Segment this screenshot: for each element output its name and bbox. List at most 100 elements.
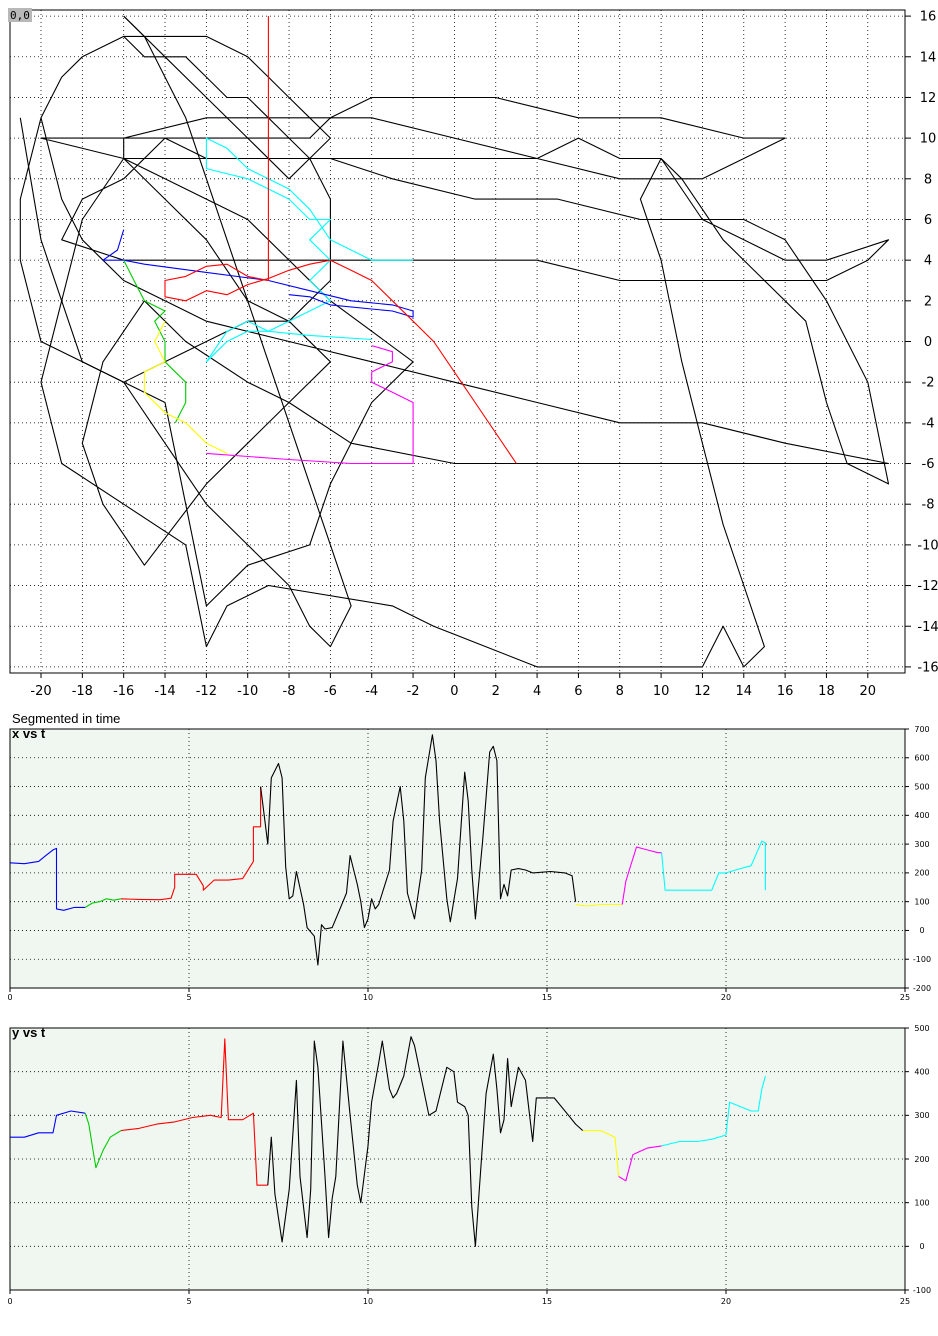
y-vs-t-x-tick-label-0: 0 <box>7 1297 12 1306</box>
trajectory-x-tick-label-1: -18 <box>72 684 93 699</box>
y-vs-t-y-tick-label-6: 500 <box>914 1024 929 1033</box>
y-vs-t-plot: 0 5 10 15 20 25-100 0 100 200 300 400 500 y vs t <box>7 1024 931 1306</box>
trajectory-x-tick-label-7: -6 <box>324 684 337 699</box>
trajectory-y-tick-label-2: -12 <box>917 579 938 594</box>
y-vs-t-x-tick-label-3: 15 <box>542 1297 552 1306</box>
x-vs-t-x-tick-label-2: 10 <box>363 993 373 1002</box>
trajectory-y-tick-label-15: 14 <box>920 50 937 65</box>
trajectory-series-0 <box>19 96 890 668</box>
trajectory-y-tick-label-1: -14 <box>917 620 938 635</box>
x-vs-t-series-5 <box>621 846 662 905</box>
trajectory-x-tick-label-17: 14 <box>736 684 753 699</box>
x-vs-t-plot: 0 5 10 15 20 25-200 -100 0 100 200 300 400 500 600 700… <box>7 725 931 1002</box>
y-vs-t-y-tick-label-2: 100 <box>914 1198 929 1207</box>
trajectory-plot-area <box>10 10 905 673</box>
trajectory-y-tick-label-10: 4 <box>924 254 932 269</box>
segmented-subtitle: Segmented in time <box>12 711 120 726</box>
x-vs-t-y-tick-label-0: -200 <box>913 984 931 993</box>
trajectory-x-tick-label-2: -16 <box>113 684 134 699</box>
x-vs-t-x-tick-label-4: 20 <box>721 993 731 1002</box>
trajectory-x-tick-label-0: -20 <box>30 684 51 699</box>
y-vs-t-plot-area <box>10 1028 905 1290</box>
y-vs-t-series-4 <box>582 1130 620 1177</box>
y-vs-t-series-2 <box>120 1038 268 1186</box>
trajectory-y-tick-label-12: 8 <box>924 172 932 187</box>
x-vs-t-x-tick-label-1: 5 <box>186 993 191 1002</box>
trajectory-series-8 <box>164 16 517 464</box>
trajectory-x-tick-label-18: 16 <box>777 684 794 699</box>
trajectory-y-tick-label-5: -6 <box>922 457 935 472</box>
trajectory-y-tick-label-7: -2 <box>922 376 935 391</box>
trajectory-x-tick-label-6: -8 <box>283 684 296 699</box>
y-vs-t-series-5 <box>618 1145 662 1182</box>
y-vs-t-series-1 <box>84 1113 122 1169</box>
y-vs-t-series-3 <box>267 1036 584 1247</box>
trajectory-series-2 <box>123 15 352 648</box>
y-vs-t-y-tick-label-0: -100 <box>913 1286 931 1295</box>
x-vs-t-y-tick-label-4: 200 <box>914 869 929 878</box>
x-vs-t-x-tick-label-0: 0 <box>7 993 12 1002</box>
y-vs-t-y-tick-label-4: 300 <box>914 1111 929 1120</box>
trajectory-x-tick-label-14: 8 <box>616 684 624 699</box>
x-vs-t-y-tick-label-3: 100 <box>914 897 929 906</box>
trajectory-x-tick-label-11: 2 <box>492 684 500 699</box>
trajectory-x-tick-label-4: -12 <box>196 684 217 699</box>
x-vs-t-series-2 <box>120 786 262 901</box>
trajectory-x-tick-label-10: 0 <box>450 684 458 699</box>
trajectory-x-tick-label-13: 6 <box>574 684 582 699</box>
y-vs-t-x-tick-label-2: 10 <box>363 1297 373 1306</box>
y-vs-t-title: y vs t <box>12 1025 46 1040</box>
trajectory-series-1 <box>19 15 331 383</box>
x-vs-t-x-tick-label-3: 15 <box>542 993 552 1002</box>
trajectory-y-tick-label-3: -10 <box>917 538 938 553</box>
trajectory-y-tick-label-0: -16 <box>917 660 938 675</box>
trajectory-y-tick-label-13: 10 <box>920 132 937 147</box>
x-vs-t-y-tick-label-6: 400 <box>914 811 929 820</box>
x-vs-t-y-tick-label-5: 300 <box>914 840 929 849</box>
x-vs-t-y-tick-label-7: 500 <box>914 782 929 791</box>
trajectory-x-tick-label-3: -14 <box>154 684 175 699</box>
x-vs-t-y-tick-label-1: -100 <box>913 955 931 964</box>
trajectory-x-tick-label-20: 20 <box>860 684 877 699</box>
x-vs-t-series-3 <box>260 734 577 966</box>
trajectory-x-tick-label-9: -2 <box>407 684 420 699</box>
trajectory-x-tick-label-12: 4 <box>533 684 541 699</box>
trajectory-y-tick-label-6: -4 <box>922 416 935 431</box>
corner-label: 0,0 <box>10 9 30 22</box>
y-vs-t-x-tick-label-5: 25 <box>900 1297 910 1306</box>
x-vs-t-series-0 <box>9 847 86 911</box>
trajectory-y-tick-label-11: 6 <box>924 213 932 228</box>
trajectory-y-tick-label-8: 0 <box>924 335 932 350</box>
trajectory-series-3 <box>206 345 414 465</box>
x-vs-t-plot-area <box>10 729 905 988</box>
trajectory-series-5 <box>102 229 414 318</box>
x-vs-t-series-1 <box>84 898 122 908</box>
trajectory-x-tick-label-8: -4 <box>365 684 378 699</box>
trajectory-x-tick-label-16: 12 <box>694 684 711 699</box>
trajectory-y-tick-label-4: -8 <box>922 498 935 513</box>
trajectory-y-tick-label-16: 16 <box>920 10 937 25</box>
y-vs-t-y-tick-label-1: 0 <box>919 1242 924 1251</box>
trajectory-series-7 <box>143 320 228 454</box>
y-vs-t-y-tick-label-3: 200 <box>914 1155 929 1164</box>
corner-label-bg <box>8 8 32 22</box>
trajectory-y-tick-label-9: 2 <box>924 294 932 309</box>
x-vs-t-y-tick-label-2: 0 <box>919 926 924 935</box>
trajectory-x-tick-label-19: 18 <box>818 684 835 699</box>
x-vs-t-title: x vs t <box>12 726 46 741</box>
trajectory-x-tick-label-15: 10 <box>653 684 670 699</box>
trajectory-series-4 <box>205 137 414 363</box>
y-vs-t-series-6 <box>661 1075 766 1147</box>
x-vs-t-frame <box>9 728 906 989</box>
x-vs-t-x-tick-label-5: 25 <box>900 993 910 1002</box>
y-vs-t-x-tick-label-4: 20 <box>721 1297 731 1306</box>
y-vs-t-x-tick-label-1: 5 <box>186 1297 191 1306</box>
x-vs-t-series-6 <box>661 840 766 891</box>
x-vs-t-y-tick-label-9: 700 <box>914 725 929 734</box>
trajectory-y-tick-label-14: 12 <box>920 91 937 106</box>
trajectory-x-tick-label-5: -10 <box>237 684 258 699</box>
x-vs-t-series-4 <box>575 903 623 907</box>
trajectory-plot: -20 -18 -16 -14 -12 -10 -8 -6 -4 -2 0 2 4 6 8 10 12 14 16 1… <box>9 9 938 699</box>
x-vs-t-y-tick-label-8: 600 <box>914 754 929 763</box>
